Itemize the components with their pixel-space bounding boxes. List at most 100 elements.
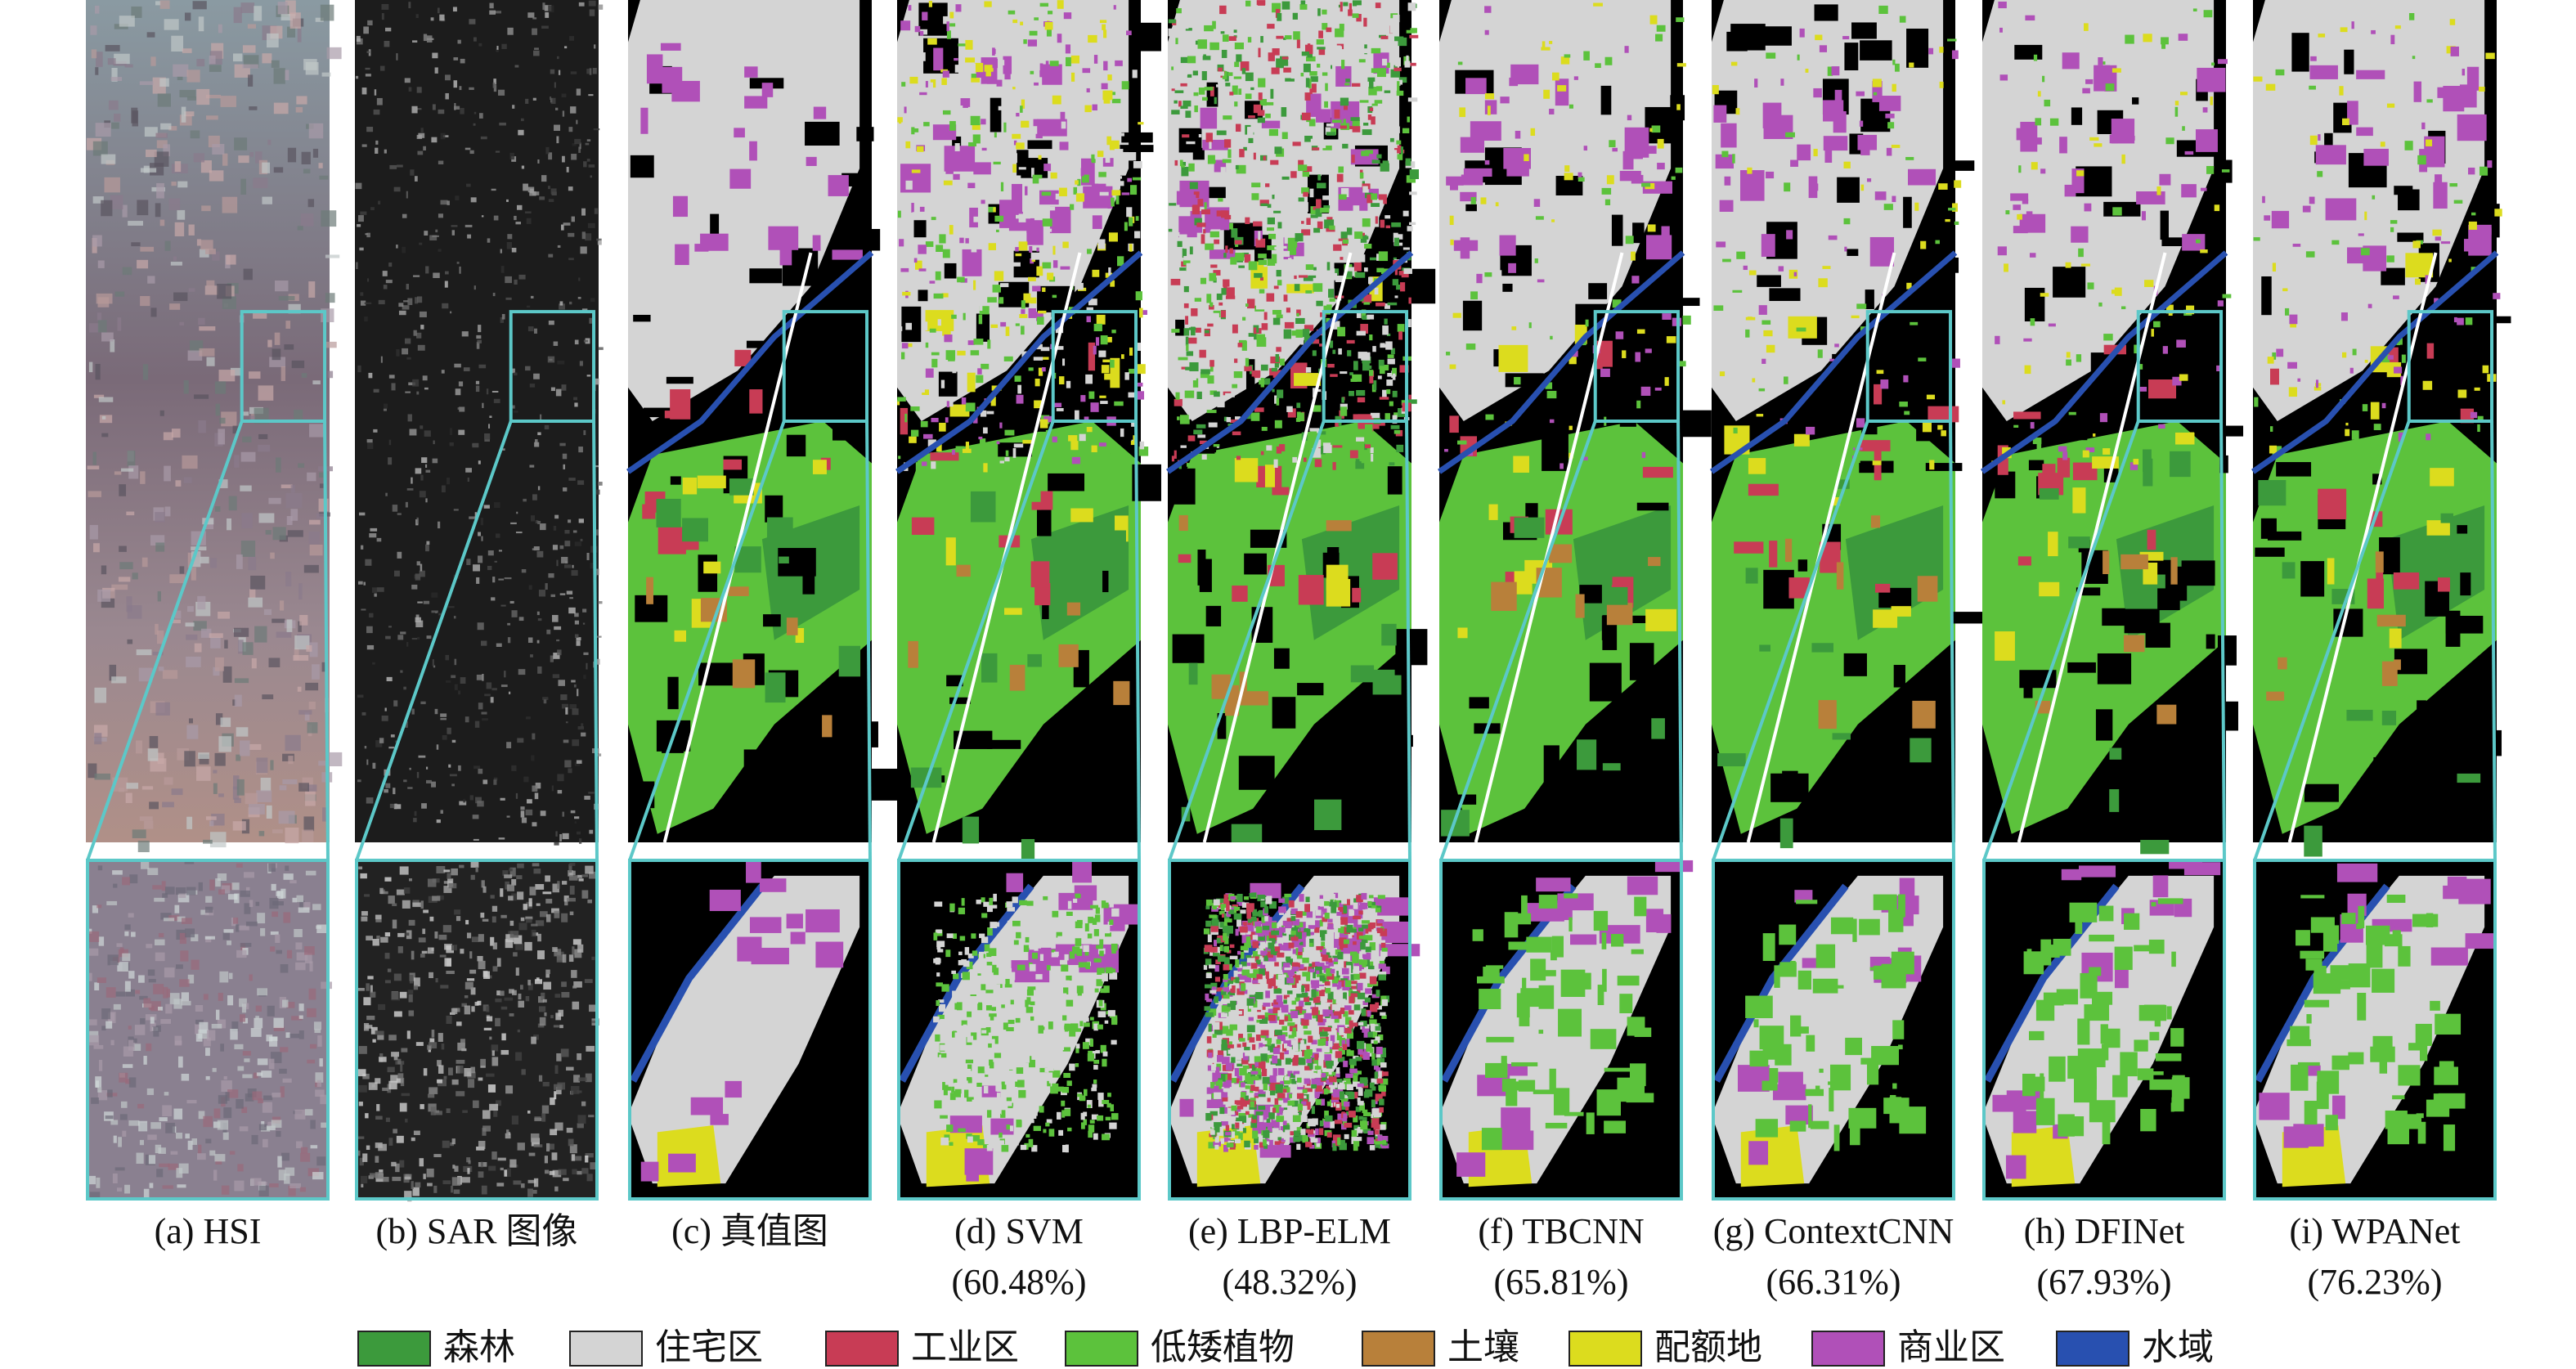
black-patch [1098,570,1109,593]
class-noise [1398,271,1404,276]
texture [220,1044,224,1052]
class-noise [1301,52,1309,56]
texture [478,769,483,774]
texture [425,779,432,783]
class-noise [1342,143,1349,149]
class-noise [965,39,973,50]
texture [249,415,255,423]
class-noise [1257,1009,1261,1014]
texture [571,1154,576,1161]
class-noise [939,422,946,432]
class-noise [1076,915,1081,920]
class-noise [999,460,1004,464]
class-noise [1399,365,1409,373]
class-noise [1403,268,1412,274]
class-noise [1283,37,1286,40]
texture [591,956,595,960]
class-noise [1269,343,1280,347]
texture [244,903,251,914]
texture [535,519,539,524]
texture [185,1133,190,1139]
class-noise [1295,329,1303,338]
class-noise [1311,83,1317,93]
class-noise [1174,159,1178,166]
class-noise [1027,39,1037,47]
class-noise [1047,105,1054,114]
class-noise [1389,98,1398,102]
black-patch [856,127,874,141]
class-noise [1326,123,1335,127]
texture [233,627,249,637]
class-noise [1340,125,1347,129]
texture [297,26,302,43]
texture [253,1072,258,1079]
class-noise [1407,2,1416,11]
class-noise [1076,212,1083,222]
class-noise [1352,218,1358,228]
class-noise [1360,48,1371,54]
texture [435,229,438,233]
texture [381,3,389,10]
texture [367,976,374,980]
texture [356,262,358,270]
texture [308,701,316,710]
panel-label: (a) HSI [155,1211,262,1251]
texture [573,816,580,819]
texture [473,111,477,114]
texture [105,987,116,998]
class-patch [838,645,861,677]
class-noise [901,82,906,87]
texture [269,897,279,909]
class-noise [1059,187,1067,196]
class-noise [958,907,966,914]
class-noise [1352,120,1360,127]
class-noise [1287,237,1298,248]
texture [576,88,581,96]
texture [185,928,195,938]
class-noise [1186,141,1196,145]
class-noise [1388,141,1398,149]
texture [536,611,540,616]
class-noise [1248,115,1255,119]
class-noise [967,1097,974,1102]
class-noise [1039,2,1049,7]
texture [191,934,199,941]
texture [196,239,202,246]
texture [210,636,221,649]
class-noise [1355,1057,1362,1062]
texture [447,200,450,205]
texture [366,1145,370,1151]
class-noise [953,973,959,980]
texture [107,58,116,65]
texture [101,415,106,420]
class-noise [1393,237,1400,247]
class-noise [1104,373,1111,380]
class-noise [1369,107,1374,111]
texture [420,425,424,429]
texture [213,1169,218,1181]
class-noise [1271,367,1278,372]
class-patch [1178,514,1188,532]
texture [262,162,271,173]
texture [566,1127,573,1133]
class-noise [901,343,909,349]
texture [477,339,482,343]
black-patch [1245,359,1255,393]
class-noise [1248,1017,1254,1021]
class-noise [1371,203,1380,208]
texture [478,1077,483,1081]
texture [489,1103,499,1111]
class-noise [1045,61,1049,68]
texture [489,415,492,418]
texture [160,123,172,130]
texture [133,1038,137,1043]
texture [413,985,419,990]
class-noise [1378,251,1389,262]
texture [469,516,476,519]
texture [165,1003,173,1014]
class-noise [1101,316,1105,321]
class-noise [1382,1135,1389,1142]
class-noise [1018,1089,1026,1098]
class-noise [1060,111,1066,120]
texture [511,765,517,771]
